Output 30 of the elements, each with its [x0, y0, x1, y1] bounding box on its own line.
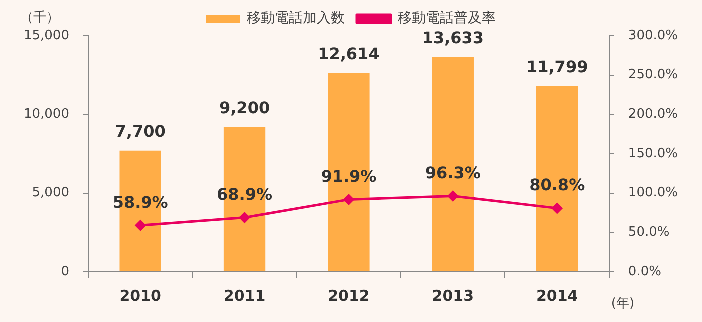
- y-tick-label: 10,000: [24, 107, 70, 122]
- y2-tick-label: 50.0%: [628, 225, 670, 240]
- y-tick-label: 5,000: [32, 186, 70, 201]
- y2-tick-label: 150.0%: [628, 146, 678, 162]
- x-tick-label: 2011: [224, 286, 266, 305]
- y-tick-label: 0: [61, 264, 70, 280]
- point: [448, 190, 458, 202]
- data-label: 12,614: [318, 44, 380, 64]
- x-tick-label: 2014: [536, 286, 578, 305]
- point: [552, 203, 563, 214]
- y2-tick-label: 0.0%: [628, 264, 662, 280]
- data-label: 13,633: [422, 28, 484, 48]
- data-label: 7,700: [115, 122, 166, 142]
- legend-label: 移動電話普及率: [398, 10, 496, 27]
- y2-tick-label: 300.0%: [628, 28, 678, 44]
- x-tick-label: 2010: [120, 286, 162, 305]
- point: [135, 220, 146, 231]
- y-tick-label: 15,000: [24, 28, 70, 44]
- legend-label: 移動電話加入数: [247, 10, 345, 27]
- x-tick-label: 2013: [432, 286, 474, 305]
- point: [344, 194, 354, 205]
- y2-tick-label: 250.0%: [628, 68, 678, 83]
- x-tick-label: 2012: [328, 286, 370, 305]
- y-axis-title: （千）: [20, 10, 60, 26]
- data-label: 11,799: [526, 58, 588, 77]
- data-label: 9,200: [219, 98, 270, 118]
- x-axis-title: (年): [611, 296, 635, 312]
- y2-tick-label: 200.0%: [628, 107, 678, 122]
- y2-tick-label: 100.0%: [628, 186, 678, 201]
- point: [240, 212, 250, 224]
